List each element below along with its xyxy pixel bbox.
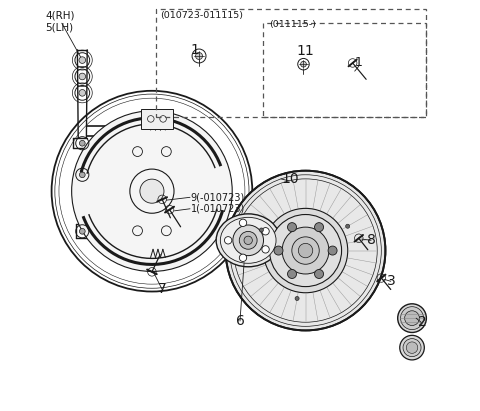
Circle shape	[262, 246, 269, 253]
Circle shape	[292, 237, 319, 264]
Circle shape	[406, 342, 418, 353]
Text: 11: 11	[297, 44, 314, 58]
Text: 10: 10	[281, 172, 299, 186]
Circle shape	[225, 237, 232, 244]
Circle shape	[240, 254, 247, 261]
Text: 8: 8	[367, 233, 375, 247]
Circle shape	[282, 227, 329, 274]
Circle shape	[259, 228, 264, 232]
Circle shape	[288, 223, 297, 232]
Circle shape	[403, 339, 421, 357]
Circle shape	[233, 225, 264, 256]
Circle shape	[79, 229, 85, 234]
Circle shape	[226, 171, 385, 330]
Text: 3: 3	[387, 274, 396, 288]
Text: (010723-011115): (010723-011115)	[160, 12, 243, 21]
Circle shape	[300, 61, 306, 67]
Text: 6: 6	[236, 314, 244, 328]
Text: 1: 1	[355, 55, 363, 69]
Circle shape	[288, 270, 297, 279]
Circle shape	[79, 172, 85, 178]
Text: 5(LH): 5(LH)	[46, 22, 73, 32]
Ellipse shape	[216, 214, 280, 267]
Circle shape	[79, 73, 85, 80]
Circle shape	[269, 215, 342, 286]
Circle shape	[262, 228, 269, 235]
Circle shape	[244, 236, 252, 245]
Bar	[141, 109, 173, 129]
Text: 1(-010723): 1(-010723)	[191, 204, 245, 214]
Circle shape	[401, 307, 423, 330]
Circle shape	[240, 219, 247, 226]
Circle shape	[72, 111, 232, 271]
Circle shape	[295, 296, 299, 300]
Circle shape	[140, 179, 164, 203]
Circle shape	[195, 53, 203, 60]
Ellipse shape	[220, 217, 276, 263]
Circle shape	[299, 243, 313, 258]
Circle shape	[79, 90, 85, 96]
Circle shape	[400, 335, 424, 360]
Circle shape	[405, 311, 420, 326]
Text: (011115-): (011115-)	[269, 20, 315, 29]
Text: 9(-010723): 9(-010723)	[191, 192, 245, 202]
Circle shape	[398, 304, 426, 332]
Circle shape	[346, 224, 350, 228]
Text: 7: 7	[158, 282, 167, 296]
Text: 4(RH): 4(RH)	[46, 10, 75, 20]
Circle shape	[314, 223, 324, 232]
Text: 2: 2	[418, 315, 427, 329]
Circle shape	[274, 246, 283, 255]
Circle shape	[264, 208, 348, 293]
Circle shape	[314, 270, 324, 279]
Circle shape	[239, 231, 257, 249]
Circle shape	[79, 141, 85, 146]
Text: 1: 1	[191, 43, 199, 57]
Circle shape	[328, 246, 337, 255]
Circle shape	[79, 57, 85, 63]
